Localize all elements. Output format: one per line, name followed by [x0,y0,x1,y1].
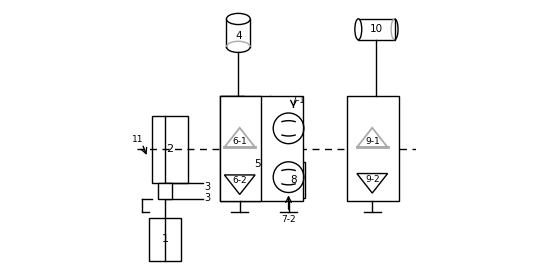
Text: 9-1: 9-1 [365,137,380,146]
Text: 5: 5 [254,159,261,169]
Bar [220,96,302,201]
Text: 6-1: 6-1 [232,137,247,146]
Bar [282,162,305,198]
Text: 1: 1 [162,234,168,244]
Text: 7-2: 7-2 [281,215,296,223]
Bar [220,96,261,201]
Bar [152,116,188,183]
Text: 9-2: 9-2 [365,175,380,184]
Text: 7-1: 7-1 [291,96,305,105]
Bar [242,148,270,180]
Text: 8: 8 [290,175,297,185]
Bar [158,183,172,199]
Ellipse shape [226,13,250,25]
Text: 10: 10 [370,24,383,34]
Bar [149,218,181,261]
Bar [347,96,399,201]
Text: 11: 11 [132,135,144,144]
Text: 2: 2 [166,144,173,154]
Text: 6-2: 6-2 [232,176,247,185]
Text: 3: 3 [205,182,211,192]
Bar [358,19,395,40]
Ellipse shape [355,19,362,40]
Text: 3: 3 [205,193,211,203]
Text: 4: 4 [235,31,242,41]
